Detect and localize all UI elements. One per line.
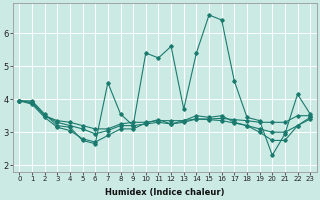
X-axis label: Humidex (Indice chaleur): Humidex (Indice chaleur) <box>105 188 225 197</box>
